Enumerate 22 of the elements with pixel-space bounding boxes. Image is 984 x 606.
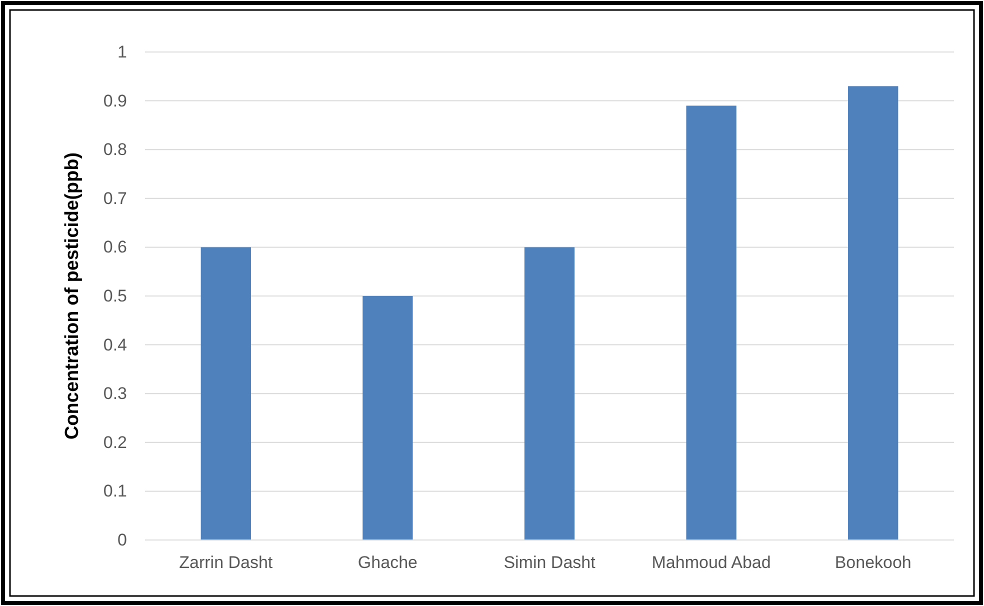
y-tick-label: 0.8 xyxy=(103,140,127,160)
y-tick-label: 0.5 xyxy=(103,286,127,306)
bar xyxy=(524,247,575,540)
x-tick-label: Simin Dasht xyxy=(504,553,596,572)
y-axis-title: Concentration of pesticide(ppb) xyxy=(62,152,83,440)
y-tick-label: 0 xyxy=(118,530,127,550)
y-tick-label: 0.4 xyxy=(103,335,127,354)
x-tick-label: Ghache xyxy=(358,553,418,572)
x-tick-label: Zarrin Dasht xyxy=(179,553,273,572)
x-tick-label: Bonekooh xyxy=(834,553,912,572)
bar xyxy=(686,106,736,540)
bar xyxy=(200,247,251,540)
y-tick-label: 0.6 xyxy=(103,238,127,257)
bar xyxy=(362,296,413,540)
y-tick-label: 0.3 xyxy=(103,384,127,404)
x-tick-label: Mahmoud Abad xyxy=(652,553,771,572)
y-tick-label: 1 xyxy=(118,42,127,62)
y-tick-label: 0.1 xyxy=(103,482,127,501)
y-tick-label: 0.7 xyxy=(103,188,127,208)
bar xyxy=(848,86,898,540)
y-tick-label: 0.9 xyxy=(103,91,127,110)
y-tick-label: 0.2 xyxy=(103,432,127,452)
